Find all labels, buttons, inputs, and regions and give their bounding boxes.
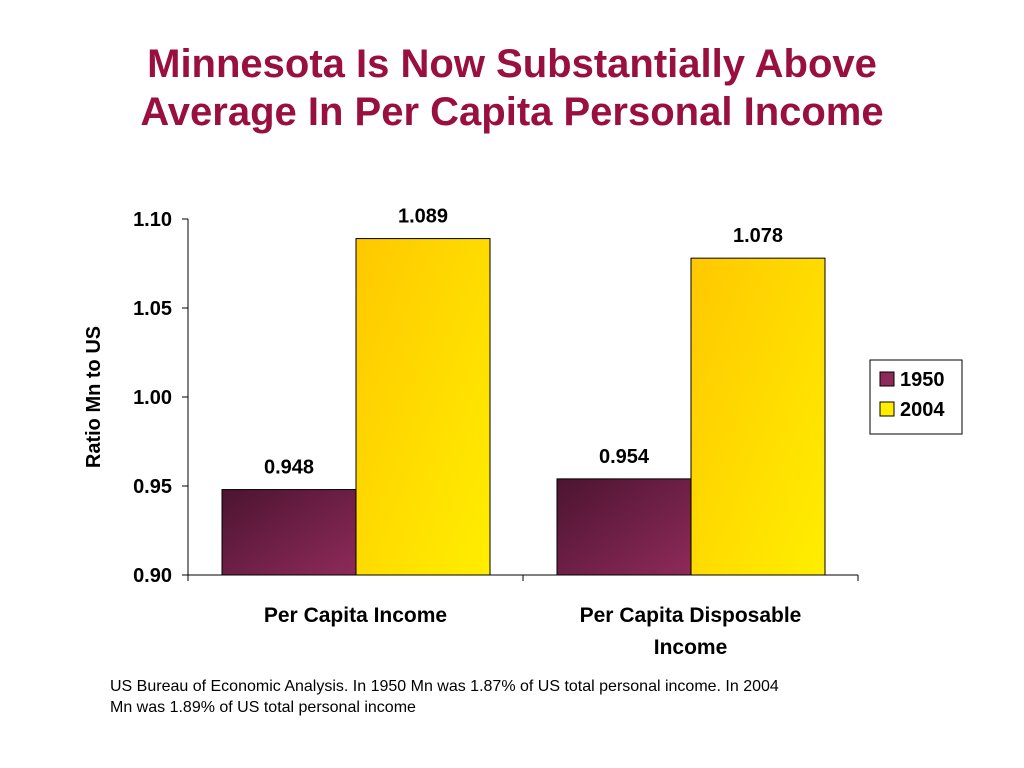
y-tick-label: 1.00 — [133, 387, 172, 409]
bar-chart: 0.90 0.95 1.00 1.05 1.10 Ratio Mn to US Per Ca… — [83, 206, 963, 659]
chart-axes: 0.90 0.95 1.00 1.05 1.10 Ratio Mn to US Per Ca… — [83, 209, 859, 659]
data-label-2004: 1.078 — [733, 225, 783, 247]
data-label-1950: 0.954 — [599, 446, 650, 468]
legend-swatch-1950 — [879, 371, 895, 387]
caption-line-1: US Bureau of Economic Analysis. In 1950 … — [110, 678, 779, 695]
y-tick-label: 1.10 — [133, 209, 172, 231]
y-tick-label: 0.90 — [133, 565, 172, 587]
data-label-1950: 0.948 — [264, 457, 314, 479]
chart-title-line-1: Minnesota Is Now Substantially Above — [147, 42, 877, 86]
y-tick-label: 0.95 — [133, 476, 172, 498]
bar-2004 — [690, 257, 826, 576]
bar-1950 — [221, 489, 357, 576]
x-category-label: Per Capita Income — [264, 604, 447, 627]
chart-data-labels: 0.948 1.089 0.954 1.078 — [264, 206, 783, 479]
chart-title-line-2: Average In Per Capita Personal Income — [140, 90, 884, 134]
legend-label-1950: 1950 — [900, 369, 945, 391]
chart-title: Minnesota Is Now Substantially Above Ave… — [0, 40, 1024, 136]
bar-2004 — [355, 238, 491, 576]
x-category-label: Income — [654, 636, 728, 659]
legend-swatch-2004 — [879, 401, 895, 417]
chart-legend: 1950 2004 — [869, 359, 963, 435]
y-tick-label: 1.05 — [133, 298, 172, 320]
chart-bars — [221, 238, 826, 576]
x-category-label: Per Capita Disposable — [580, 604, 802, 627]
source-caption: US Bureau of Economic Analysis. In 1950 … — [110, 676, 980, 718]
caption-line-2: Mn was 1.89% of US total personal income — [110, 699, 416, 716]
bar-1950 — [556, 478, 692, 576]
legend-label-2004: 2004 — [900, 399, 945, 421]
data-label-2004: 1.089 — [398, 206, 448, 228]
y-axis-label: Ratio Mn to US — [83, 326, 105, 468]
